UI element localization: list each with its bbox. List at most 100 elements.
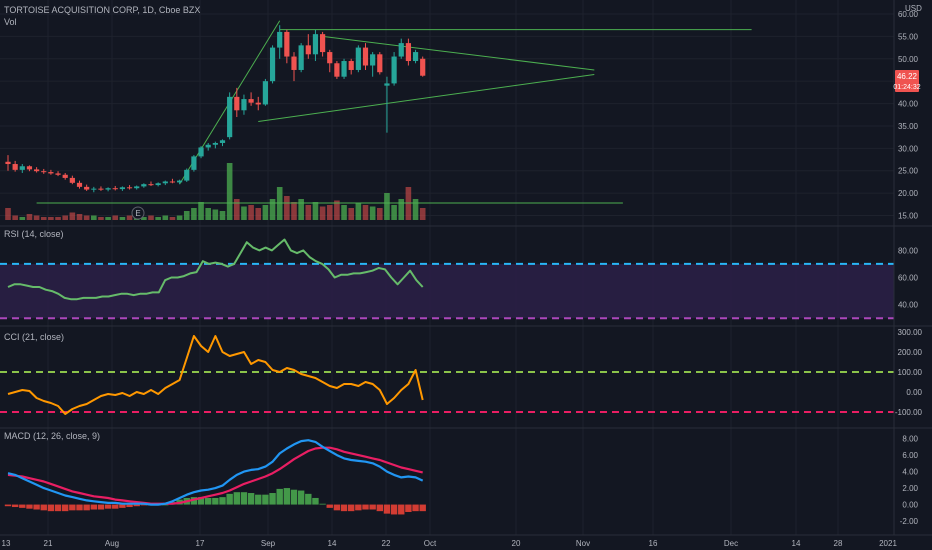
volume-bar	[76, 214, 83, 220]
macd-histogram-bar	[262, 494, 269, 505]
macd-histogram-bar	[219, 497, 226, 505]
pane-separators[interactable]	[0, 225, 932, 536]
time-tick-label: Nov	[576, 539, 590, 548]
rsi-overbought-oversold-band	[0, 263, 894, 319]
macd-histogram-bar	[276, 488, 283, 505]
price-tick-label: 40.00	[898, 100, 919, 109]
volume-bar	[169, 217, 176, 220]
volume-bar	[191, 208, 197, 220]
candle-body	[227, 96, 233, 138]
volume-bar	[326, 205, 333, 220]
last-price-tag	[895, 70, 919, 92]
rsi-tick-label: 80.00	[898, 246, 919, 255]
cci-tick-label: 300.00	[898, 328, 923, 337]
volume-bar	[319, 206, 326, 220]
candle-body	[362, 47, 369, 66]
volume-bar	[269, 199, 276, 220]
volume-bar	[312, 202, 319, 220]
time-tick-label: Oct	[424, 539, 437, 548]
candle-body	[55, 173, 61, 175]
macd-histogram-bar	[19, 504, 26, 508]
earnings-event-icon[interactable]	[131, 206, 145, 220]
macd-histogram-bar	[33, 504, 40, 510]
earnings-event-label: E	[135, 209, 140, 218]
macd-tick-label: 0.00	[902, 501, 918, 510]
volume-bar	[212, 209, 219, 220]
rsi-line	[7, 238, 424, 301]
macd-histogram-bar	[112, 504, 119, 509]
volume-bar	[241, 206, 247, 220]
time-tick-label: 16	[649, 539, 658, 548]
macd-histogram-bar	[383, 504, 391, 514]
macd-histogram-bar	[205, 497, 212, 505]
macd-histogram-bar	[405, 504, 412, 512]
macd-histogram-bar	[97, 504, 105, 510]
volume-bar	[276, 187, 283, 220]
macd-histogram-bar	[326, 504, 333, 508]
price-tick-label: 55.00	[898, 32, 919, 41]
candle-body	[384, 83, 390, 86]
macd-histogram-bar	[255, 494, 262, 505]
macd-histogram-bar	[26, 504, 33, 509]
price-candles	[5, 25, 426, 193]
volume-bar	[398, 199, 405, 220]
price-tick-label: 30.00	[898, 144, 919, 153]
time-tick-label: Dec	[724, 539, 738, 548]
time-tick-label: 2021	[879, 539, 897, 548]
macd-title[interactable]: MACD (12, 26, close, 9)	[4, 431, 100, 441]
candle-body	[105, 188, 111, 190]
cci-tick-label: 200.00	[898, 348, 923, 357]
volume-bar	[119, 217, 126, 220]
macd-histogram-bar	[376, 504, 383, 512]
candle-body	[420, 58, 426, 76]
price-tick-label: 50.00	[898, 55, 919, 64]
candle-body	[41, 171, 47, 173]
volume-bar	[98, 217, 104, 220]
time-tick-label: 20	[512, 539, 521, 548]
macd-histogram-bar	[233, 492, 240, 505]
volume-bar	[105, 217, 111, 220]
volume-bar	[405, 187, 412, 220]
volume-bar	[19, 217, 26, 220]
price-axis-ticks: 60.0055.0050.0045.0040.0035.0030.0025.00…	[895, 10, 923, 526]
candle-body	[377, 54, 383, 73]
volume-bar	[5, 208, 11, 220]
macd-histogram-bar	[355, 504, 362, 511]
volume-bar	[91, 215, 97, 220]
indicator-lines	[7, 238, 424, 415]
time-tick-label: 21	[44, 539, 53, 548]
candle-body	[169, 181, 176, 183]
volume-bar	[148, 215, 154, 220]
candle-body	[191, 156, 197, 170]
macd-histogram-bar	[54, 504, 62, 512]
macd-histogram-bar	[190, 497, 198, 505]
candle-body	[262, 81, 268, 105]
volume-bar	[334, 200, 340, 220]
time-tick-label: Aug	[105, 539, 119, 548]
candle-body	[48, 172, 54, 174]
candle-body	[148, 184, 154, 186]
candle-body	[119, 187, 125, 190]
volume-bar	[226, 163, 233, 220]
candle-body	[162, 181, 168, 184]
price-tick-label: 60.00	[898, 10, 919, 19]
volume-bar	[419, 208, 426, 220]
volume-bar	[262, 205, 269, 220]
macd-tick-label: 6.00	[902, 451, 918, 460]
volume-bar	[141, 217, 147, 220]
cci-title[interactable]: CCI (21, close)	[4, 332, 64, 342]
macd-signal-line	[7, 446, 423, 505]
candle-body	[298, 45, 304, 70]
symbol-title[interactable]: TORTOISE ACQUISITION CORP, 1D, Cboe BZX	[4, 5, 200, 15]
rsi-title[interactable]: RSI (14, close)	[4, 229, 64, 239]
volume-bar	[26, 214, 33, 220]
macd-histogram-bar	[197, 497, 205, 505]
macd-histogram-bar	[319, 503, 326, 505]
candle-body	[405, 43, 411, 62]
volume-bar	[62, 215, 68, 220]
trendlines[interactable]	[36, 20, 752, 204]
candle-body	[255, 102, 261, 105]
macd-histogram-bar	[297, 490, 305, 505]
volume-bar	[219, 211, 226, 220]
